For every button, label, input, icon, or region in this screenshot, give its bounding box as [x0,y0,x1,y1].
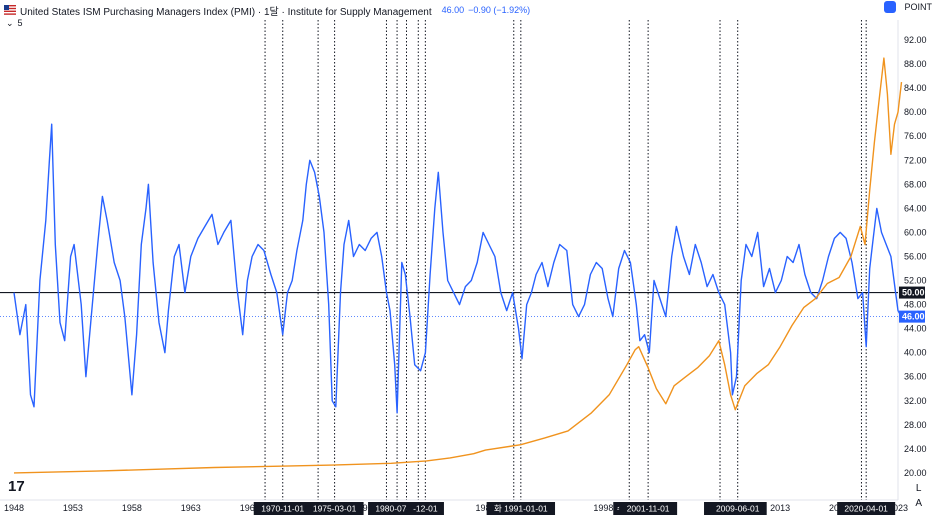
y-tick-label: 68.00 [904,179,927,189]
event-label-bg [837,502,896,515]
event-label-bg [253,502,312,515]
stock-series-line [13,57,903,474]
ref-value-label: 50.00 [902,288,925,298]
unit-label: POINT [904,2,932,12]
event-label-bg [486,502,556,515]
indicator-count: 5 [17,18,23,28]
y-tick-label: 44.00 [904,324,927,334]
last-value-badge [899,310,925,323]
event-label: 화 1991-01-01 [494,504,548,514]
x-tick-label: 1968 [240,503,260,513]
top-right-tools: POINT [884,1,932,13]
collapse-toggle[interactable]: ⌄ 5 [6,18,23,29]
x-tick-label: 2023 [888,503,908,513]
y-tick-label: 52.00 [904,276,927,286]
y-tick-label: 56.00 [904,251,927,261]
y-tick-label: 76.00 [904,131,927,141]
y-tick-label: 64.00 [904,203,927,213]
event-label-bg [619,502,678,515]
log-scale-button[interactable]: L [915,483,922,494]
y-tick-label: 60.00 [904,227,927,237]
scale-buttons: L A [915,483,922,509]
event-label: 1980-07-01 [375,504,419,514]
event-label-bg [406,502,444,515]
x-tick-label: 1998 [593,503,613,513]
last-value-label: 46.00 [902,312,925,322]
last-value: 46.00 [441,5,465,15]
x-tick-label: 1948 [4,503,24,513]
y-tick-label: 40.00 [904,348,927,358]
x-tick-label: 2013 [770,503,790,513]
event-label: 2009-06-01 [716,504,760,514]
chevron-down-icon: ⌄ [6,18,14,28]
pmi-series-line [13,123,903,414]
y-tick-label: 32.00 [904,396,927,406]
y-tick-label: 48.00 [904,300,927,310]
event-label: 1975-03-01 [313,504,357,514]
y-tick-label: 92.00 [904,35,927,45]
ref-value-badge [899,286,925,299]
tradingview-logo: 17 [8,478,25,495]
x-tick-label: 1953 [63,503,83,513]
y-tick-label: 80.00 [904,107,927,117]
y-tick-label: 84.00 [904,83,927,93]
chart-title: United States ISM Purchasing Managers In… [20,6,432,18]
x-tick-label: 1988 [475,503,495,513]
event-label-bg [708,502,767,515]
y-tick-label: 20.00 [904,468,927,478]
event-label: 2020-04-01 [844,504,888,514]
x-tick-label: 1978 [358,503,378,513]
event-label: 2001-11-01 [627,504,670,514]
x-tick-label: 1963 [181,503,201,513]
auto-scale-button[interactable]: A [915,498,922,509]
chart-header: United States ISM Purchasing Managers In… [4,3,531,18]
y-tick-label: 36.00 [904,372,927,382]
screenshot-icon[interactable] [884,1,897,13]
x-tick-label: 1958 [122,503,142,513]
us-flag-icon [4,5,16,15]
y-tick-label: 88.00 [904,59,927,69]
event-label: 1970-11-01 [261,504,304,514]
y-tick-label: 24.00 [904,444,927,454]
y-tick-label: 28.00 [904,420,927,430]
event-label: -12-01 [413,504,438,514]
change-value: −0.90 (−1.92%) [468,5,531,15]
event-label-bg [305,502,364,515]
y-tick-label: 72.00 [904,155,927,165]
